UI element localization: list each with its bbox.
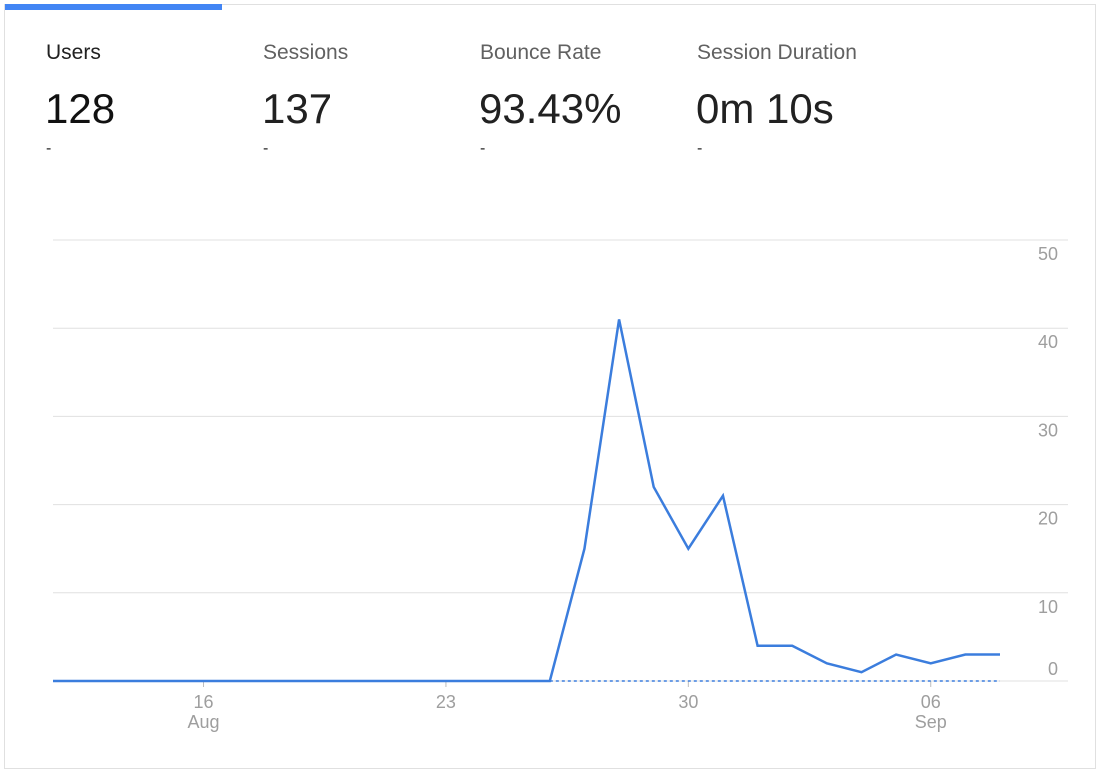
y-tick-label: 10 (1038, 597, 1058, 617)
metric-change: - (46, 140, 52, 157)
x-tick-label: 30 (678, 692, 698, 712)
y-tick-label: 30 (1038, 420, 1058, 440)
metric-change: - (480, 140, 486, 157)
x-tick-label: 23 (436, 692, 456, 712)
metric-change: - (263, 140, 269, 157)
y-tick-label: 40 (1038, 332, 1058, 352)
y-tick-label: 50 (1038, 244, 1058, 264)
metric-label: Bounce Rate (480, 41, 602, 64)
metric-value: 93.43% (479, 85, 622, 132)
metric-value: 0m 10s (696, 85, 834, 132)
widget-card: Users 128- Sessions 137- Bounce Rate 93.43% - S… (4, 4, 1096, 769)
metric-tab[interactable]: Session Duration 0m 10s - (656, 5, 873, 157)
metric-tab[interactable]: Bounce Rate 93.43% - (439, 5, 656, 157)
metric-value: 137 (262, 85, 333, 132)
metric-label: Session Duration (697, 41, 857, 64)
metric-tab[interactable]: Users 128 - (5, 4, 222, 157)
x-tick-label: 06 (921, 692, 941, 712)
x-tick-month: Aug (188, 712, 220, 732)
metric-tab[interactable]: Sessions 137 - (222, 5, 439, 157)
x-tick-label: 16 (194, 692, 214, 712)
metric-change: - (697, 140, 703, 157)
series-line (65, 319, 1000, 683)
y-tick-label: 0 (1048, 659, 1058, 679)
x-tick-month: Sep (915, 712, 947, 732)
metric-label: Users (46, 41, 101, 64)
metric-label: Sessions (263, 41, 349, 64)
metric-value: 128 (45, 85, 116, 132)
y-tick-label: 20 (1038, 509, 1058, 529)
